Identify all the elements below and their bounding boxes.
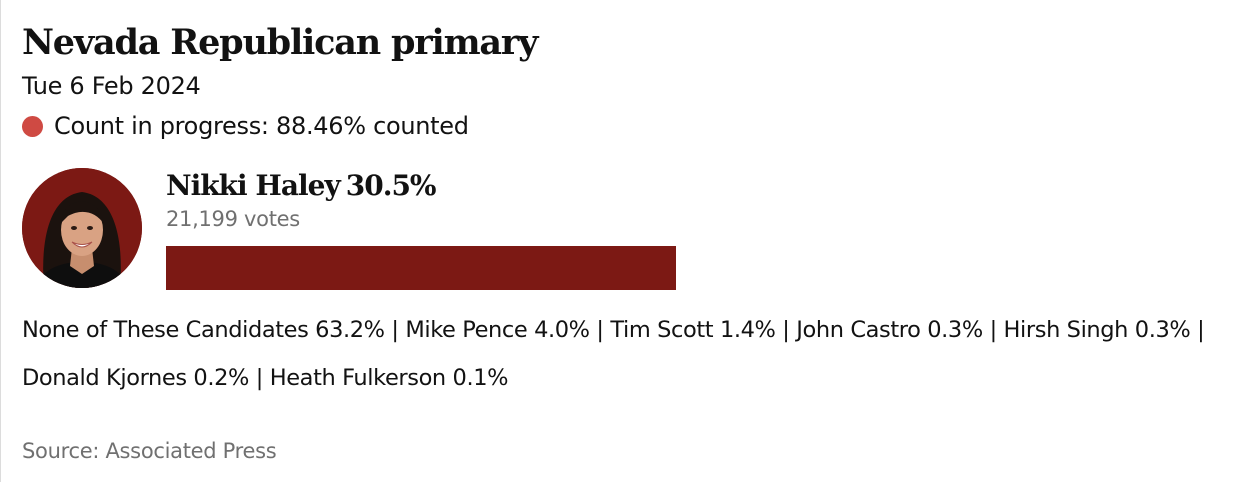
other-candidate-item: Donald Kjornes 0.2% — [22, 365, 249, 391]
status-dot-icon — [22, 115, 43, 137]
other-candidates-list: None of These Candidates 63.2% | Mike Pe… — [22, 306, 1218, 402]
candidate-name: Nikki Haley — [166, 169, 341, 202]
vote-share-bar-fill — [166, 246, 676, 290]
count-status: Count in progress: 88.46% counted — [22, 106, 1222, 146]
candidate-separator: | — [989, 317, 998, 343]
candidate-separator: | — [1197, 317, 1205, 343]
leading-candidate: Nikki Haley 30.5% 21,199 votes — [22, 168, 1222, 296]
candidate-percent: 30.5% — [345, 169, 437, 202]
page-title: Nevada Republican primary — [22, 22, 538, 63]
candidate-separator: | — [596, 317, 604, 343]
election-results-widget: Nevada Republican primary Tue 6 Feb 2024… — [22, 18, 1222, 402]
leading-candidate-heading: Nikki Haley 30.5% — [166, 168, 726, 204]
candidate-separator: | — [255, 365, 264, 391]
other-candidate-item: John Castro 0.3% — [796, 317, 983, 343]
candidate-separator: | — [391, 317, 399, 343]
count-status-text: Count in progress: 88.46% counted — [54, 112, 469, 140]
other-candidate-item: None of These Candidates 63.2% — [22, 317, 385, 343]
candidate-votes: 21,199 votes — [166, 207, 300, 231]
left-edge-divider — [0, 0, 1, 482]
leading-candidate-info: Nikki Haley 30.5% 21,199 votes — [166, 168, 726, 290]
candidate-separator: | — [782, 317, 790, 343]
other-candidate-item: Tim Scott 1.4% — [610, 317, 776, 343]
vote-share-bar — [166, 246, 676, 290]
candidate-portrait-icon — [22, 168, 142, 288]
other-candidate-item: Mike Pence 4.0% — [405, 317, 590, 343]
election-date: Tue 6 Feb 2024 — [22, 72, 201, 100]
source-credit: Source: Associated Press — [22, 439, 277, 463]
other-candidate-item: Heath Fulkerson 0.1% — [269, 365, 509, 391]
other-candidate-item: Hirsh Singh 0.3% — [1003, 317, 1191, 343]
